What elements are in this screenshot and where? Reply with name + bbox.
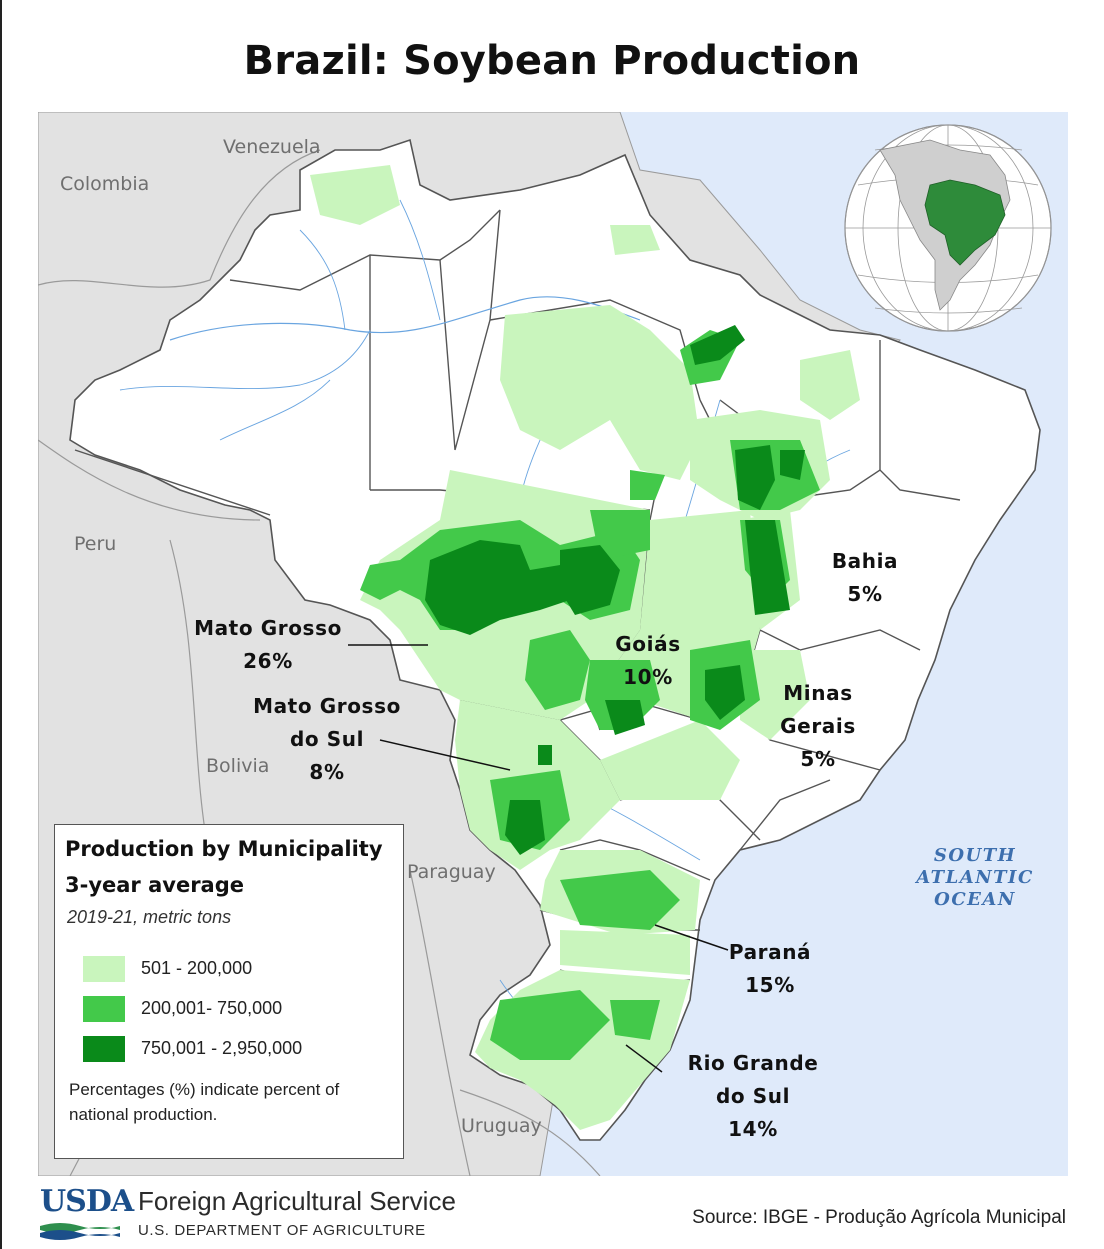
label-mato-grosso: Mato Grosso 26% bbox=[173, 612, 363, 678]
label-goias: Goiás 10% bbox=[583, 628, 713, 694]
usda-logo-wave-icon bbox=[40, 1223, 120, 1240]
globe-inset bbox=[844, 124, 1052, 332]
leader-lines bbox=[348, 644, 729, 1073]
legend-label-low: 501 - 200,000 bbox=[141, 958, 253, 978]
state-share: 14% bbox=[728, 1117, 778, 1141]
state-share: 5% bbox=[847, 582, 883, 606]
legend-title-line-2: 3-year average bbox=[65, 873, 245, 897]
ocean-line-2: ATLANTIC bbox=[916, 867, 1034, 888]
label-bolivia: Bolivia bbox=[206, 755, 270, 777]
state-share: 15% bbox=[745, 973, 795, 997]
department-name: U.S. DEPARTMENT OF AGRICULTURE bbox=[138, 1222, 426, 1239]
label-rio-grande-do-sul: Rio Grande do Sul 14% bbox=[668, 1047, 838, 1146]
state-name-2: do Sul bbox=[715, 1084, 791, 1108]
state-share: 26% bbox=[243, 649, 293, 673]
production-high-areas bbox=[425, 325, 805, 855]
source-credit: Source: IBGE - Produção Agrícola Municip… bbox=[692, 1207, 1066, 1228]
legend-subtitle: 2019-21, metric tons bbox=[67, 907, 232, 927]
ocean-line-1: SOUTH bbox=[933, 845, 1017, 866]
legend-label-mid: 200,001- 750,000 bbox=[141, 998, 283, 1018]
label-mato-grosso-do-sul: Mato Grosso do Sul 8% bbox=[232, 690, 422, 789]
state-name: Minas bbox=[783, 681, 853, 705]
legend-swatch-low bbox=[83, 956, 125, 982]
state-name-2: do Sul bbox=[289, 727, 365, 751]
usda-logo: USDA bbox=[40, 1184, 134, 1219]
label-colombia: Colombia bbox=[60, 173, 150, 195]
label-peru: Peru bbox=[74, 533, 117, 555]
map-title: Brazil: Soybean Production bbox=[243, 38, 861, 84]
label-bahia: Bahia 5% bbox=[805, 545, 925, 611]
state-name: Paraná bbox=[728, 940, 812, 964]
label-venezuela: Venezuela bbox=[223, 136, 321, 158]
agency-name: Foreign Agricultural Service bbox=[138, 1186, 456, 1216]
legend-title: Production by Municipality 3-year averag… bbox=[65, 831, 383, 903]
state-share: 5% bbox=[800, 747, 836, 771]
state-name: Mato Grosso bbox=[253, 694, 401, 718]
legend-swatch-high bbox=[83, 1036, 125, 1062]
legend-note: Percentages (%) indicate percent of nati… bbox=[69, 1080, 340, 1124]
label-paraguay: Paraguay bbox=[407, 861, 496, 883]
state-name: Goiás bbox=[615, 632, 681, 656]
label-south-atlantic-ocean: SOUTH ATLANTIC OCEAN bbox=[905, 845, 1045, 911]
state-name-2: Gerais bbox=[780, 714, 856, 738]
state-name: Rio Grande bbox=[687, 1051, 819, 1075]
state-share: 10% bbox=[623, 665, 673, 689]
state-share: 8% bbox=[309, 760, 345, 784]
state-name: Mato Grosso bbox=[194, 616, 342, 640]
label-parana: Paraná 15% bbox=[710, 936, 830, 1002]
label-uruguay: Uruguay bbox=[461, 1115, 542, 1137]
ocean-line-3: OCEAN bbox=[934, 889, 1016, 910]
state-name: Bahia bbox=[831, 549, 899, 573]
label-minas-gerais: Minas Gerais 5% bbox=[758, 677, 878, 776]
map-legend: Production by Municipality 3-year averag… bbox=[54, 824, 404, 1159]
legend-swatch-mid bbox=[83, 996, 125, 1022]
page-left-rule bbox=[0, 0, 2, 1249]
legend-title-line-1: Production by Municipality bbox=[65, 837, 383, 861]
legend-label-high: 750,001 - 2,950,000 bbox=[141, 1038, 303, 1058]
